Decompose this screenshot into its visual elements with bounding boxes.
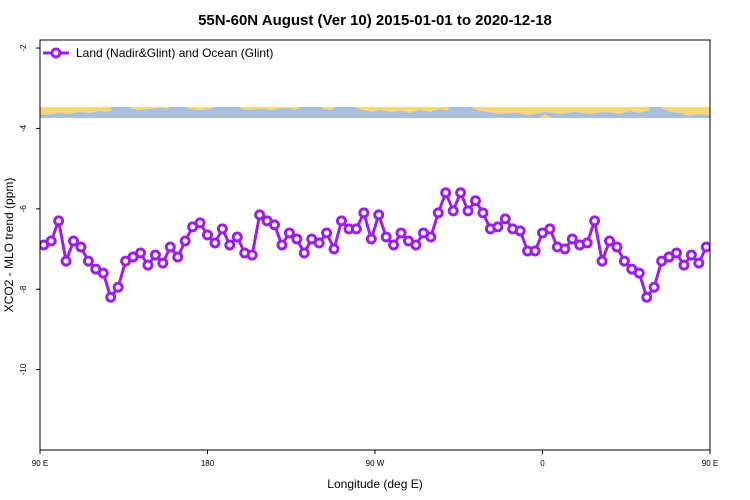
data-point xyxy=(604,235,615,247)
data-point xyxy=(559,243,571,255)
data-point xyxy=(298,247,310,259)
x-tick-label: 90 E xyxy=(32,459,48,468)
data-point xyxy=(179,235,191,247)
data-point xyxy=(194,217,206,229)
data-point xyxy=(135,247,146,259)
y-axis-label: XCO2 - MLO trend (ppm) xyxy=(2,178,16,313)
data-point xyxy=(462,205,474,217)
data-point xyxy=(68,235,79,247)
x-tick-label: 180 xyxy=(201,459,215,468)
data-point xyxy=(209,237,221,249)
data-point xyxy=(321,227,333,239)
chart-title: 55N-60N August (Ver 10) 2015-01-01 to 20… xyxy=(198,12,552,29)
world-map-strip xyxy=(40,107,710,118)
data-point xyxy=(172,251,184,263)
data-point xyxy=(75,241,87,253)
data-point xyxy=(477,207,489,219)
x-axis: 90 E 180 90 W 0 90 E xyxy=(32,450,718,468)
data-point xyxy=(202,229,213,241)
data-point xyxy=(544,223,556,235)
data-point xyxy=(492,221,504,233)
data-point xyxy=(671,247,682,259)
data-point xyxy=(224,239,236,251)
data-point xyxy=(611,241,623,253)
data-point xyxy=(276,239,288,251)
data-point xyxy=(618,255,630,267)
data-point xyxy=(283,227,295,239)
data-point xyxy=(105,291,117,303)
data-point xyxy=(589,215,601,227)
data-point xyxy=(693,257,705,269)
data-point xyxy=(53,215,65,227)
data-point xyxy=(149,249,161,261)
data-point xyxy=(112,281,124,293)
data-point xyxy=(455,187,467,199)
data-point xyxy=(350,223,362,235)
data-point xyxy=(336,215,347,227)
plot-area xyxy=(39,39,711,451)
data-point xyxy=(514,225,526,237)
data-point xyxy=(678,259,690,271)
y-tick-label: -8 xyxy=(19,285,28,293)
data-point xyxy=(700,241,710,253)
data-point xyxy=(388,239,400,251)
data-point xyxy=(566,233,578,245)
data-point xyxy=(291,233,303,245)
data-point xyxy=(157,257,169,269)
data-point xyxy=(365,233,377,245)
data-point xyxy=(581,237,593,249)
data-point xyxy=(648,281,660,293)
legend-label: Land (Nadir&Glint) and Ocean (Glint) xyxy=(76,46,273,60)
data-point xyxy=(447,205,459,217)
data-point xyxy=(142,259,154,271)
data-point xyxy=(313,237,325,249)
data-point xyxy=(410,239,422,251)
data-point xyxy=(499,213,511,225)
data-point xyxy=(633,267,645,279)
data-point xyxy=(45,235,57,247)
data-point xyxy=(60,255,72,267)
data-point xyxy=(529,245,541,257)
data-point xyxy=(246,249,258,261)
y-tick-label: -6 xyxy=(19,205,28,213)
data-point xyxy=(373,209,385,221)
data-point xyxy=(380,231,392,243)
data-point xyxy=(440,187,452,199)
data-point xyxy=(254,209,266,221)
legend: Land (Nadir&Glint) and Ocean (Glint) xyxy=(43,46,273,60)
data-point xyxy=(216,223,228,235)
data-point xyxy=(164,241,176,253)
data-point xyxy=(641,291,653,303)
data-point xyxy=(97,267,109,279)
x-axis-label: Longitude (deg E) xyxy=(327,477,422,491)
x-tick-label: 90 E xyxy=(702,459,718,468)
data-point xyxy=(470,195,481,207)
data-point xyxy=(328,243,340,255)
data-point xyxy=(358,207,370,219)
x-tick-label: 90 W xyxy=(366,459,385,468)
y-tick-label: -2 xyxy=(19,44,28,52)
x-tick-label: 0 xyxy=(540,459,545,468)
data-point xyxy=(432,207,444,219)
data-point xyxy=(231,231,243,243)
legend-marker xyxy=(50,47,62,59)
data-point xyxy=(596,255,608,267)
data-point xyxy=(82,255,94,267)
data-point xyxy=(685,249,697,261)
y-tick-label: -4 xyxy=(19,124,28,132)
data-layer xyxy=(40,187,710,303)
y-axis: -2 -4 -6 -8 -10 xyxy=(19,44,40,375)
y-tick-label: -10 xyxy=(19,363,28,375)
data-point xyxy=(269,219,280,231)
data-point xyxy=(395,227,407,239)
data-point xyxy=(425,231,437,243)
